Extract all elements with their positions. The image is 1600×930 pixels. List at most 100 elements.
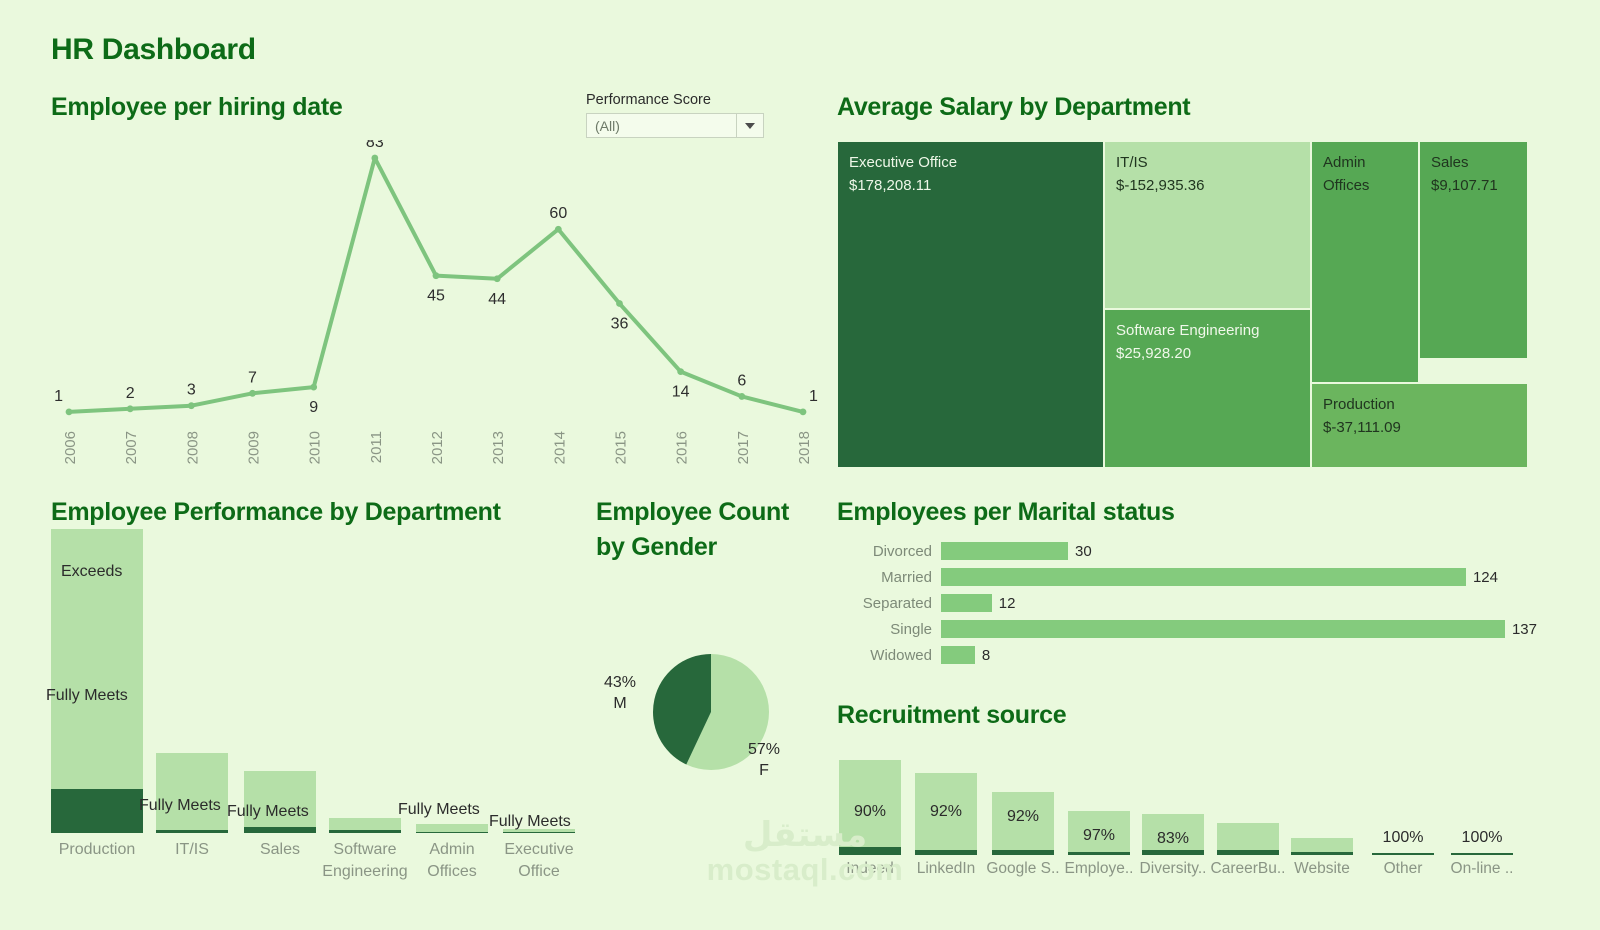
chevron-down-icon[interactable] [736,114,763,137]
line-data-point[interactable] [310,383,318,391]
line-data-point[interactable] [616,300,623,307]
treemap-cell[interactable]: Executive Office $178,208.11 [837,141,1104,468]
performance-bar-column[interactable]: Software Engineering [322,818,408,880]
recruitment-bar-main[interactable] [839,760,901,847]
treemap-cell[interactable]: Admin Offices [1311,141,1419,383]
performance-bar-segment-dark[interactable] [51,789,143,833]
recruitment-bar-main[interactable] [1068,811,1130,852]
salary-treemap: Executive Office $178,208.11 IT/IS $-152,93… [837,141,1528,468]
recruitment-bar-column[interactable]: 83% Diversity.. [1140,814,1206,877]
recruitment-bar-main[interactable] [1142,814,1204,850]
marital-status-value: 30 [1075,542,1092,560]
performance-bar-column[interactable]: Executive Office [503,829,575,880]
treemap-cell-value: $-37,111.09 [1323,418,1401,436]
performance-chart-title: Employee Performance by Department [51,498,501,526]
recruitment-bar-main[interactable] [992,792,1054,850]
recruitment-bar-column[interactable]: CareerBu.. [1211,823,1285,877]
performance-bar-segment-dark[interactable] [416,832,488,833]
recruitment-bar-column[interactable]: 90% Indeed [839,760,901,877]
performance-bar-segment-light[interactable] [503,829,575,832]
recruitment-bar-column[interactable]: Website [1291,838,1353,877]
pie-slice[interactable] [686,654,769,770]
marital-status-bar[interactable] [941,568,1466,586]
recruitment-bar-value-label: 83% [1156,830,1190,847]
recruitment-bar-base[interactable] [1068,852,1130,855]
performance-bar-column[interactable]: Production [51,529,143,858]
marital-status-bar[interactable] [941,620,1505,638]
recruitment-bar-value-label: 100% [1461,829,1503,846]
treemap-cell-value: $178,208.11 [849,176,932,194]
recruitment-x-label: Google S.. [986,860,1060,877]
treemap-cell[interactable]: IT/IS $-152,935.36 [1104,141,1311,309]
marital-status-bar[interactable] [941,646,975,664]
recruitment-bar-base[interactable] [1217,850,1279,855]
performance-bar-segment-dark[interactable] [329,830,401,833]
recruitment-bar-base[interactable] [915,850,977,855]
recruitment-bar-column[interactable]: 97% Employe.. [1065,811,1133,877]
pie-slice[interactable] [653,654,711,765]
treemap-cell[interactable]: Production $-37,111.09 [1311,383,1528,468]
treemap-cell[interactable]: Sales $9,107.71 [1419,141,1528,359]
recruitment-bar-base[interactable] [839,847,901,855]
performance-bar-column[interactable]: Sales [244,771,316,858]
performance-bar-segment-light[interactable] [416,824,488,832]
line-data-point[interactable] [554,225,562,233]
treemap-cell-value: $25,928.20 [1116,344,1192,362]
treemap-cell-label: Sales [1431,154,1469,171]
line-data-point[interactable] [493,275,501,283]
gender-chart-title: Employee Count by Gender [596,498,790,561]
recruitment-bar-base[interactable] [1372,853,1434,855]
treemap-cell-label: Production [1323,396,1395,413]
marital-status-row[interactable]: Married 124 [837,564,1537,590]
recruitment-bar-column[interactable]: 100% On-line .. [1451,829,1514,877]
performance-bar-column[interactable]: Admin Offices [416,824,488,880]
recruitment-bar-main[interactable] [1217,823,1279,850]
marital-status-row[interactable]: Single 137 [837,616,1537,642]
performance-bar-segment-dark[interactable] [244,827,316,833]
line-data-point[interactable] [65,408,73,416]
hiring-line-chart: 1 2006 2 2007 3 2008 7 2009 9 2010 83 2011 45 2012 44 2… [51,140,821,475]
performance-bar-annotation: Fully Meets [398,801,480,818]
marital-status-row[interactable]: Separated 12 [837,590,1537,616]
gender-pie-chart: 57% F 43% M [596,640,836,890]
line-data-point[interactable] [799,408,807,416]
line-data-point[interactable] [677,368,685,376]
performance-bar-segment-dark[interactable] [503,832,575,833]
marital-status-bar[interactable] [941,594,992,612]
recruitment-bar-base[interactable] [992,850,1054,855]
recruitment-x-label: LinkedIn [916,860,976,877]
marital-status-value: 12 [998,594,1016,612]
line-data-point[interactable] [187,402,195,410]
line-data-point[interactable] [432,272,440,280]
line-x-tick-label: 2018 [796,431,813,464]
recruitment-bar-base[interactable] [1451,853,1513,855]
recruitment-bar-base[interactable] [1291,852,1353,855]
recruitment-bar-base[interactable] [1142,850,1204,855]
recruitment-bar-main[interactable] [915,773,977,850]
performance-bar-column[interactable]: IT/IS [156,753,228,858]
marital-status-bar[interactable] [941,542,1068,560]
recruitment-bar-column[interactable]: 92% Google S.. [986,792,1060,877]
recruitment-bar-column[interactable]: 92% LinkedIn [915,773,977,877]
performance-score-dropdown[interactable]: (All) [586,113,764,138]
recruitment-chart-title: Recruitment source [837,701,1067,729]
performance-bar-segment-light[interactable] [329,818,401,830]
performance-bar-segment-light[interactable] [244,771,316,827]
marital-status-row[interactable]: Divorced 30 [837,538,1537,564]
line-data-point[interactable] [371,154,379,162]
performance-bar-segment-dark[interactable] [156,830,228,833]
recruitment-bar-column[interactable]: 100% Other [1372,829,1434,877]
marital-status-row[interactable]: Widowed 8 [837,642,1537,668]
page-title: HR Dashboard [51,33,256,66]
line-data-point[interactable] [126,405,134,413]
treemap-cell[interactable]: Software Engineering $25,928.20 [1104,309,1311,468]
performance-bar-segment-light[interactable] [156,753,228,830]
recruitment-bar-main[interactable] [1291,838,1353,852]
line-data-point[interactable] [249,389,256,397]
recruitment-x-label: Diversity.. [1139,860,1207,877]
performance-bar-segment-light[interactable] [51,529,143,789]
line-x-tick-label: 2007 [123,431,140,464]
treemap-cell-label: Software Engineering [1116,322,1260,339]
filter-label: Performance Score [586,92,711,108]
line-data-point[interactable] [738,393,746,400]
